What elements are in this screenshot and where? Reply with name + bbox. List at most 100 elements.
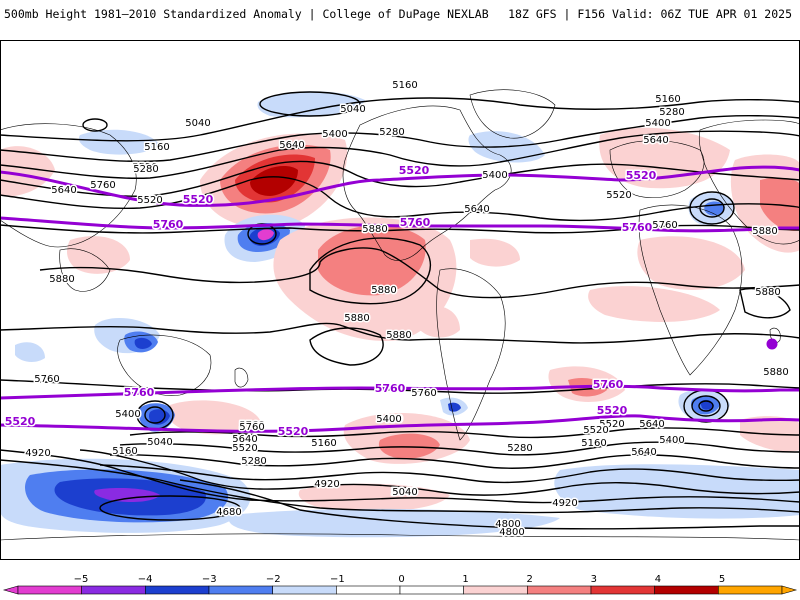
contour-label-halo: 5400 bbox=[376, 414, 401, 425]
contour-label-halo: 5520 bbox=[137, 195, 162, 206]
anomaly-pos2-subtrop-pacific bbox=[318, 225, 426, 296]
colorbar-box bbox=[145, 585, 210, 595]
contour-label-halo: 5640 bbox=[464, 204, 489, 215]
contour-label-halo: 5160 bbox=[144, 142, 169, 153]
contour-label-halo: 5280 bbox=[241, 456, 266, 467]
colorbar-tick-label: 4 bbox=[655, 574, 661, 585]
contour-label: 5640 bbox=[631, 447, 656, 458]
contour-label: 5640 bbox=[639, 419, 664, 430]
colorbar-box bbox=[272, 585, 337, 595]
contour-label: 5880 bbox=[763, 367, 788, 378]
contour-label: 5640 bbox=[51, 185, 76, 196]
contour-label: 5880 bbox=[386, 330, 411, 341]
purple-5760-n bbox=[0, 216, 800, 233]
contour-label: 5880 bbox=[752, 226, 777, 237]
contour-low-europe-2 bbox=[699, 198, 725, 218]
colorbar-tick-labels: −5 −4 −3 −2 −1 0 1 2 3 4 5 bbox=[74, 574, 726, 585]
contour-label-halo: 5880 bbox=[362, 224, 387, 235]
contour-label: 4800 bbox=[495, 519, 520, 530]
contour-label: 4920 bbox=[25, 448, 50, 459]
contour-label-halo: 5880 bbox=[763, 367, 788, 378]
colorbar-box bbox=[399, 585, 464, 595]
colorbar-tick-label: 5 bbox=[719, 574, 725, 585]
anomaly-pos-antarctic-c bbox=[298, 483, 450, 512]
contour-label-halo: 4920 bbox=[314, 479, 339, 490]
contour-label-halo: 5040 bbox=[391, 487, 416, 498]
contour-label: 5040 bbox=[185, 118, 210, 129]
purple-5760-s bbox=[0, 384, 800, 400]
contour-label-halo: 5400 bbox=[115, 409, 140, 420]
contour-label: 5040 bbox=[392, 487, 417, 498]
contour-5040-s bbox=[0, 449, 800, 504]
anomaly-neg-antarctic-bottom bbox=[228, 508, 560, 538]
contour-label: 5400 bbox=[645, 118, 670, 129]
contour-label: 4920 bbox=[314, 479, 339, 490]
anomaly-pos-east-asia bbox=[0, 146, 55, 197]
anomaly-pos2-se-pacific bbox=[378, 433, 440, 459]
reference-contour-label-halo: 5520 bbox=[626, 169, 657, 182]
contour-label: 5640 bbox=[279, 140, 304, 151]
contour-label-halo: 5760 bbox=[34, 374, 59, 385]
coast-madagascar bbox=[769, 327, 781, 343]
contour-5400-s bbox=[109, 454, 800, 469]
purple-5520-n bbox=[0, 165, 800, 207]
contour-label-halo: 5400 bbox=[482, 170, 507, 181]
contour-label: 5280 bbox=[507, 443, 532, 454]
contour-label-halo: 5760 bbox=[239, 420, 264, 431]
reference-contour-label-halo: 5520 bbox=[278, 425, 309, 438]
reference-contour-label-halo: 5760 bbox=[622, 221, 653, 234]
coast-new-zealand bbox=[234, 367, 249, 388]
contour-label-halo: 5520 bbox=[599, 419, 624, 430]
contour-label: 5040 bbox=[391, 487, 416, 498]
contour-label: 5160 bbox=[581, 438, 606, 449]
contour-label: 4800 bbox=[499, 527, 524, 538]
colorbar-box bbox=[81, 585, 146, 595]
colorbar: −5 −4 −3 −2 −1 0 1 2 3 4 5 bbox=[2, 574, 798, 595]
contour-5880-s bbox=[0, 322, 800, 344]
contour-label: 5640 bbox=[643, 135, 668, 146]
contour-label-halo: 5040 bbox=[147, 437, 172, 448]
colorbar-box bbox=[463, 585, 528, 595]
contour-label: 5880 bbox=[371, 285, 396, 296]
contour-label-halo: 5640 bbox=[631, 447, 656, 458]
reference-contour-label: 5760 bbox=[400, 216, 431, 229]
contour-low-arctic-2 bbox=[82, 118, 108, 132]
anomaly-neg4-antarctic bbox=[94, 487, 160, 503]
contour-label-halo: 5640 bbox=[643, 135, 668, 146]
contour-label-halo: 5040 bbox=[392, 487, 417, 498]
model-run-info: 18Z GFS | F156 Valid: 06Z TUE APR 01 202… bbox=[508, 7, 792, 21]
contour-labels: 5160 5160 5040 5040 5040 5040 5160 5160 5280 5280… bbox=[24, 79, 790, 540]
reference-contour-label: 5760 bbox=[124, 386, 155, 399]
contour-5880-tropical bbox=[39, 247, 800, 299]
contour-label-halo: 5760 bbox=[90, 180, 115, 191]
contour-low-s-indian-2 bbox=[691, 395, 721, 417]
contour-label-halo: 5520 bbox=[606, 190, 631, 201]
contour-label: 5040 bbox=[147, 437, 172, 448]
contour-5880-subtrop-pacific bbox=[309, 237, 431, 305]
colorbar-tick-label: 2 bbox=[527, 574, 533, 585]
colorbar-box bbox=[527, 585, 592, 595]
contour-label-halo: 4920 bbox=[25, 448, 50, 459]
contour-low-europe bbox=[689, 191, 735, 225]
contour-label: 5160 bbox=[112, 446, 137, 457]
contour-label: 5160 bbox=[392, 80, 417, 91]
contour-label-halo: 5520 bbox=[232, 443, 257, 454]
contour-label-halo: 5760 bbox=[411, 388, 436, 399]
contour-4800-s bbox=[179, 479, 800, 530]
colorbar-high-triangle bbox=[781, 585, 798, 595]
contour-label: 5760 bbox=[90, 180, 115, 191]
contour-label-halo: 5160 bbox=[112, 446, 137, 457]
contour-label: 5160 bbox=[144, 142, 169, 153]
colorbar-box bbox=[718, 585, 783, 595]
purple-5520-s bbox=[0, 414, 800, 433]
contour-label-halo: 5880 bbox=[344, 313, 369, 324]
contour-5160-s bbox=[79, 449, 800, 496]
contour-label-halo: 5280 bbox=[659, 107, 684, 118]
contour-label: 5400 bbox=[376, 414, 401, 425]
colorbar-tick-label: −3 bbox=[202, 574, 217, 585]
contour-label-halo: 5880 bbox=[371, 285, 396, 296]
contour-5640-s bbox=[129, 427, 800, 439]
contour-5520-n bbox=[0, 160, 800, 197]
contour-label-halo: 5160 bbox=[392, 80, 417, 91]
